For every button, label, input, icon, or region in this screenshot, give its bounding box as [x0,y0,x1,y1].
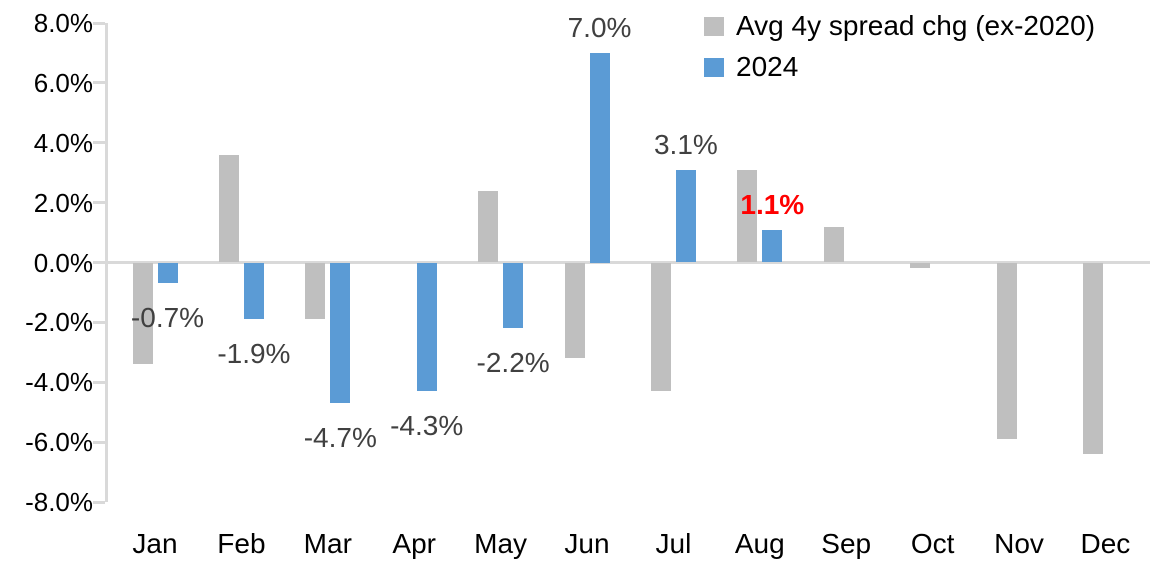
x-label-dec: Dec [1080,528,1131,559]
x-label-jan: Jan [132,528,178,559]
data-label-aug: 1.1% [740,188,805,220]
y-tick-label: -6.0% [25,427,93,458]
y-tick-mark [93,21,105,25]
bar-avg-aug [737,169,758,263]
y-tick-label: 4.0% [33,127,93,158]
data-label-jan: -0.7% [130,302,205,334]
bar-avg-feb [218,154,239,263]
y-tick-mark [93,440,105,444]
data-label-jul: 3.1% [653,128,718,160]
y-tick-label: -8.0% [25,487,93,517]
y-tick-mark [93,201,105,205]
y-tick-mark [93,500,105,504]
y-tick-mark [93,141,105,145]
x-label-jul: Jul [655,528,692,559]
data-label-mar: -4.7% [303,422,377,454]
x-label-sep: Sep [821,528,872,559]
bar-avg-dec [1082,262,1103,455]
x-label-may: May [474,528,528,559]
bar-2024-jan [157,262,178,284]
legend-swatch-2024-icon [704,57,724,77]
data-label-apr: -4.3% [390,410,464,442]
x-label-feb: Feb [217,528,266,559]
x-label-mar: Mar [303,528,352,559]
bar-2024-jul [675,169,696,263]
x-label-aug: Aug [734,528,785,559]
legend: Avg 4y spread chg (ex-2020) 2024 [704,10,1095,83]
data-label-jun: 7.0% [567,11,632,43]
bar-avg-nov [996,262,1017,440]
bar-2024-may [503,262,524,329]
bar-2024-feb [243,262,264,320]
bar-avg-jan [132,262,153,365]
y-tick-mark [93,261,105,264]
y-tick-label: 6.0% [33,67,93,98]
bar-avg-jul [650,262,671,392]
bar-avg-jun [564,262,585,359]
y-tick-label: -4.0% [25,367,93,398]
y-tick-label: -2.0% [25,307,93,338]
legend-swatch-avg-icon [704,16,724,36]
legend-item-2024: 2024 [704,51,1095,83]
x-label-jun: Jun [564,528,610,559]
x-label-nov: Nov [994,528,1044,559]
bar-2024-aug [762,229,783,263]
zero-axis-line [105,261,1150,264]
bar-2024-mar [330,262,351,404]
bar-avg-oct [910,262,931,269]
y-tick-mark [93,81,105,85]
x-label-oct: Oct [910,528,955,559]
y-tick-label: 2.0% [33,187,93,218]
bar-avg-may [478,190,499,263]
y-tick-label: 0.0% [33,247,93,278]
legend-label-2024: 2024 [736,51,799,82]
y-tick-label: 8.0% [33,8,93,38]
legend-label-avg: Avg 4y spread chg (ex-2020) [736,10,1096,41]
bar-avg-sep [823,226,844,263]
data-label-feb: -1.9% [217,338,291,370]
bar-2024-jun [589,52,610,263]
legend-item-avg: Avg 4y spread chg (ex-2020) [704,10,1095,42]
bar-avg-mar [305,262,326,320]
bar-2024-apr [416,262,437,392]
x-label-apr: Apr [392,528,436,559]
data-label-may: -2.2% [476,347,550,379]
y-tick-mark [93,320,105,324]
y-tick-mark [93,380,105,384]
